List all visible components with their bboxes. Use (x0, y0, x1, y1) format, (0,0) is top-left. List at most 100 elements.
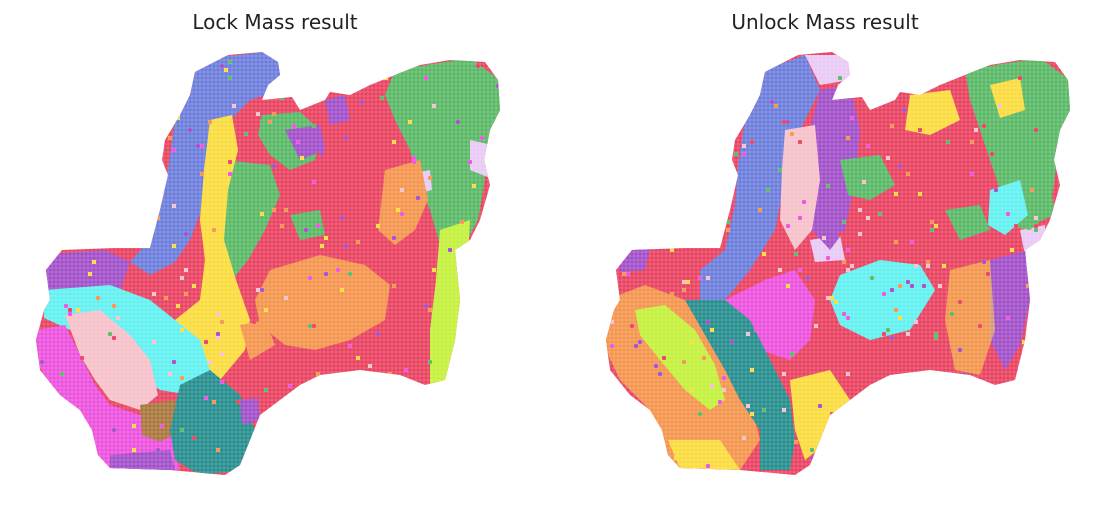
cluster-pixel (124, 84, 128, 88)
cluster-pixel (598, 168, 602, 172)
cluster-pixel (598, 308, 602, 312)
cluster-pixel (76, 228, 80, 232)
cluster-pixel (602, 164, 606, 168)
lock-mass-panel: Lock Mass result (36, 10, 500, 475)
cluster-pixel (56, 196, 60, 200)
cluster-pixel (746, 88, 750, 92)
cluster-pixel (156, 152, 160, 156)
cluster-pixel (128, 80, 132, 84)
cluster-pixel (602, 296, 606, 300)
cluster-pixel (594, 304, 598, 308)
unlock-mass-title: Unlock Mass result (731, 10, 919, 34)
cluster-pixel (726, 196, 730, 200)
cluster-pixel (698, 72, 702, 76)
cluster-pixel (496, 144, 500, 148)
cluster-pixel (348, 444, 352, 448)
cluster-pixel (456, 356, 460, 360)
cluster-pixel (256, 440, 260, 444)
cluster-pixel (594, 364, 598, 368)
cluster-pixel (594, 100, 598, 104)
cluster-pixel (44, 420, 48, 424)
cluster-pixel (416, 404, 420, 408)
cluster-pixel (316, 420, 320, 424)
cluster-pixel (132, 104, 136, 108)
cluster-pixel (52, 440, 56, 444)
cluster-pixel (922, 76, 926, 80)
cluster-pixel (480, 444, 484, 448)
cluster-pixel (452, 356, 456, 360)
cluster-pixel (44, 224, 48, 228)
cluster-pixel (962, 392, 966, 396)
cluster-pixel (1018, 436, 1022, 440)
cluster-pixel (492, 336, 496, 340)
cluster-pixel (40, 72, 44, 76)
cluster-pixel (978, 456, 982, 460)
cluster-pixel (910, 372, 914, 376)
cluster-pixel (424, 440, 428, 444)
cluster-pixel (136, 192, 140, 196)
cluster-pixel (44, 240, 48, 244)
cluster-pixel (978, 420, 982, 424)
cluster-pixel (400, 380, 404, 384)
cluster-pixel (176, 112, 180, 116)
cluster-pixel (64, 420, 68, 424)
cluster-pixel (332, 428, 336, 432)
cluster-pixel (930, 436, 934, 440)
cluster-pixel (464, 380, 468, 384)
cluster-pixel (710, 240, 714, 244)
cluster-pixel (84, 220, 88, 224)
cluster-pixel (610, 260, 614, 264)
cluster-pixel (638, 460, 642, 464)
cluster-pixel (678, 216, 682, 220)
cluster-pixel (48, 136, 52, 140)
cluster-pixel (834, 432, 838, 436)
cluster-pixel (56, 416, 60, 420)
cluster-pixel (76, 240, 80, 244)
cluster-pixel (464, 392, 468, 396)
cluster-pixel (626, 148, 630, 152)
cluster-pixel (328, 60, 332, 64)
cluster-pixel (480, 324, 484, 328)
cluster-pixel (590, 204, 594, 208)
cluster-pixel (116, 100, 120, 104)
cluster-pixel (910, 76, 914, 80)
cluster-pixel (392, 420, 396, 424)
cluster-pixel (926, 416, 930, 420)
cluster-pixel (64, 104, 68, 108)
cluster-pixel (276, 460, 280, 464)
cluster-pixel (942, 468, 946, 472)
cluster-pixel (710, 68, 714, 72)
cluster-pixel (590, 332, 594, 336)
cluster-pixel (866, 420, 870, 424)
cluster-pixel (332, 436, 336, 440)
cluster-pixel (590, 128, 594, 132)
cluster-pixel (304, 404, 308, 408)
cluster-pixel (104, 128, 108, 132)
cluster-pixel (332, 388, 336, 392)
cluster-pixel (316, 400, 320, 404)
cluster-pixel (60, 440, 64, 444)
cluster-pixel (682, 104, 686, 108)
cluster-pixel (930, 408, 934, 412)
cluster-pixel (64, 84, 68, 88)
cluster-pixel (878, 456, 882, 460)
cluster-pixel (650, 168, 654, 172)
cluster-pixel (60, 116, 64, 120)
cluster-pixel (52, 88, 56, 92)
cluster-pixel (108, 216, 112, 220)
cluster-pixel (598, 92, 602, 96)
cluster-pixel (994, 440, 998, 444)
cluster-pixel (602, 456, 606, 460)
cluster-pixel (722, 120, 726, 124)
cluster-pixel (104, 208, 108, 212)
unlock-mass-panel: Unlock Mass result (550, 0, 1100, 511)
cluster-pixel (460, 424, 464, 428)
cluster-pixel (496, 320, 500, 324)
cluster-pixel (1026, 404, 1030, 408)
cluster-pixel (922, 380, 926, 384)
cluster-pixel (878, 444, 882, 448)
cluster-pixel (966, 404, 970, 408)
cluster-pixel (180, 96, 184, 100)
cluster-pixel (432, 432, 436, 436)
cluster-pixel (356, 420, 360, 424)
